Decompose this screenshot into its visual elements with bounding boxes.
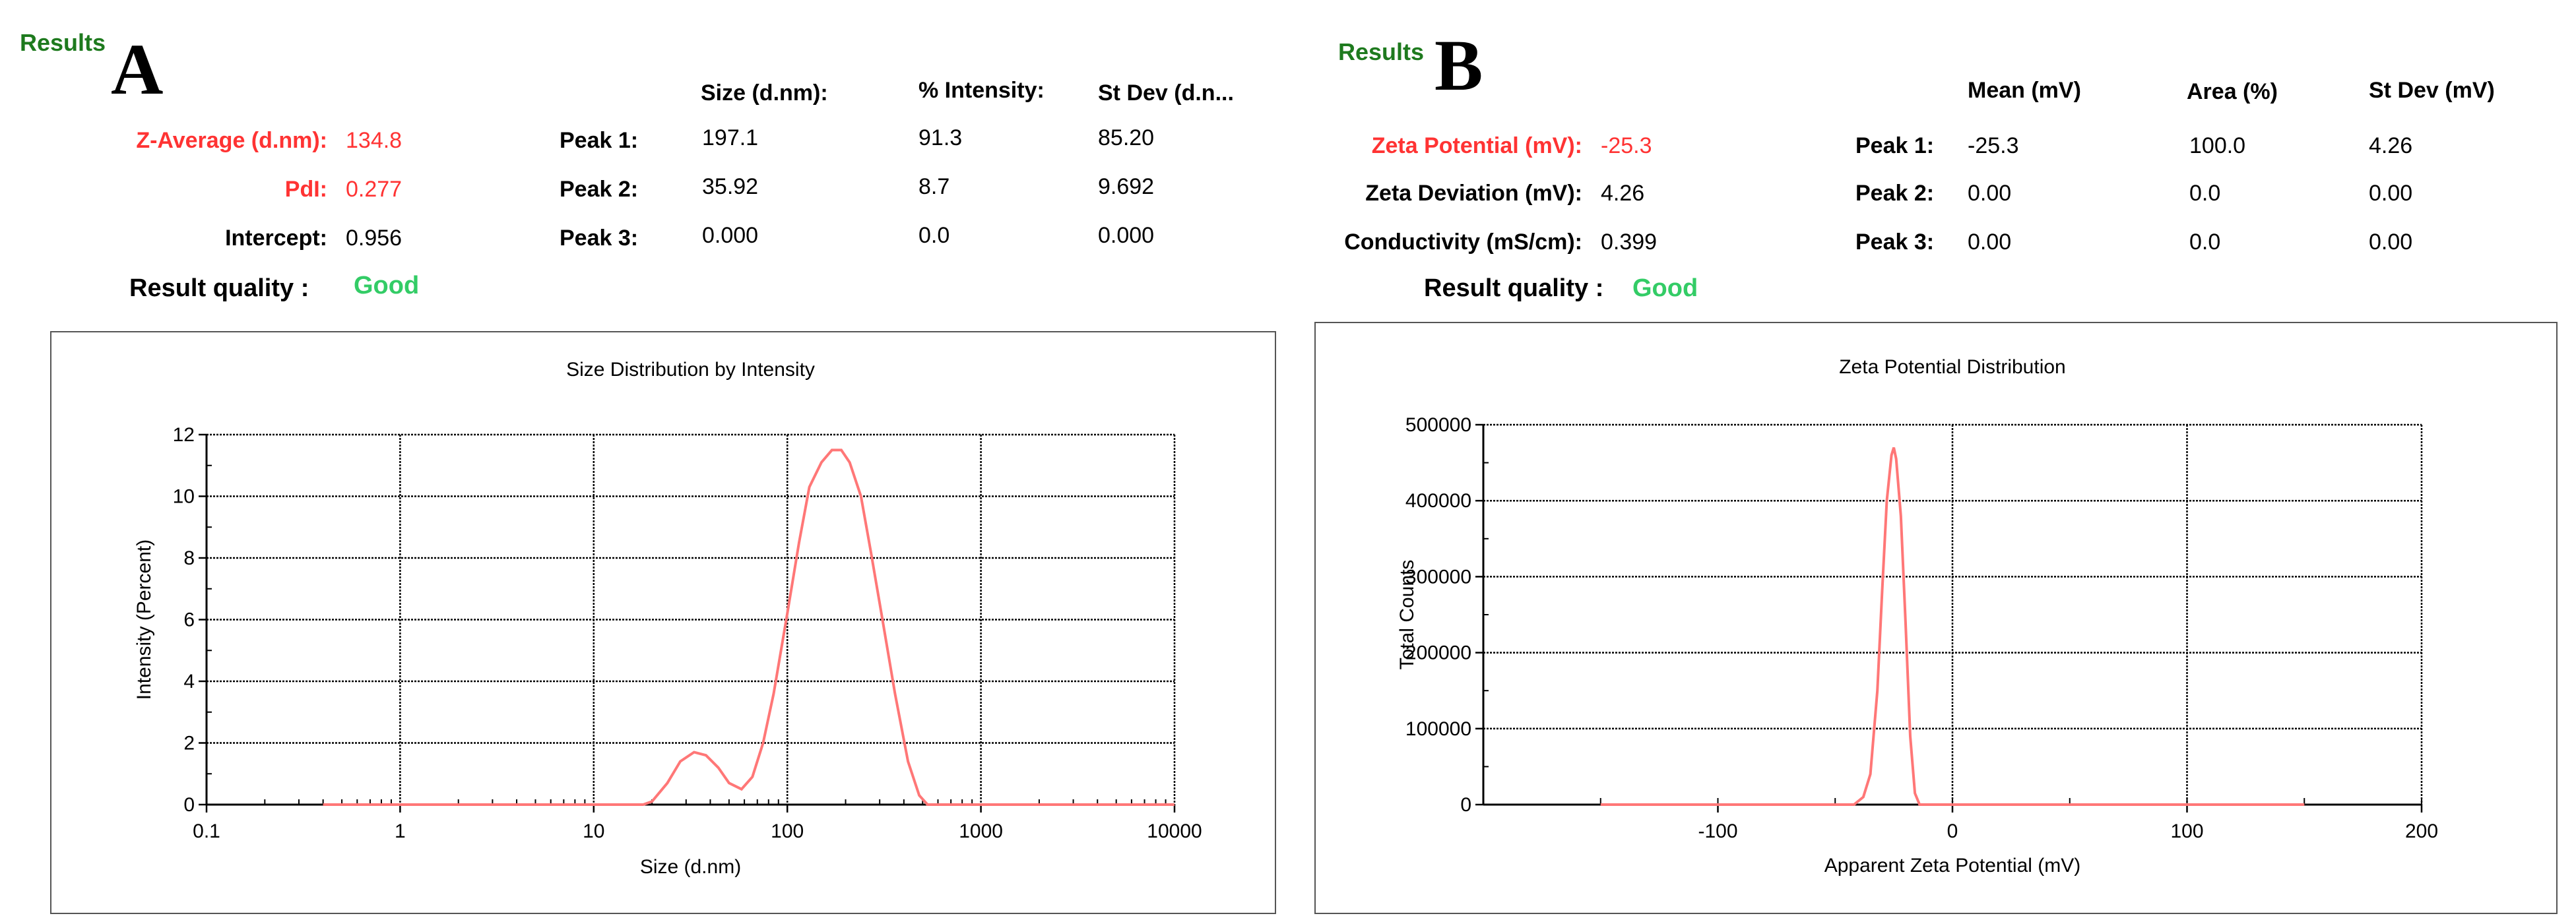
peak-2-area: 0.0: [2189, 181, 2221, 206]
results-title: Results: [20, 29, 106, 56]
panel-b: Results B Mean (mV) Area (%) St Dev (mV)…: [1288, 0, 2576, 922]
peak-2-mean: 0.00: [1968, 181, 2012, 206]
y-tick-label: 2: [183, 733, 195, 754]
peak-2-label: Peak 2:: [560, 177, 639, 202]
peak-1-area: 100.0: [2189, 133, 2246, 158]
x-axis-label: Size (d.nm): [640, 856, 741, 878]
peak-3-label: Peak 3:: [560, 226, 639, 251]
panel-letter: B: [1434, 25, 1483, 106]
peak-1-stdev: 85.20: [1098, 125, 1155, 150]
result-quality-label: Result quality :: [129, 274, 309, 302]
peak-3-label: Peak 3:: [1855, 230, 1935, 255]
y-tick-label: 200000: [1405, 642, 1471, 664]
peak-1-label: Peak 1:: [1855, 133, 1935, 158]
peak-1-label: Peak 1:: [560, 128, 639, 153]
y-axis-label: Total Counts: [1396, 560, 1418, 670]
y-tick-label: 0: [1460, 794, 1471, 816]
peak-1-mean: -25.3: [1968, 133, 2019, 158]
peak-3-stdev: 0.00: [2369, 230, 2413, 255]
results-title: Results: [1338, 38, 1425, 65]
header-stdev: St Dev (d.n...: [1098, 80, 1234, 106]
peak-3-stdev: 0.000: [1098, 223, 1155, 248]
peak-2-label: Peak 2:: [1855, 181, 1935, 206]
panel-letter: A: [111, 29, 164, 109]
chart-title: Zeta Potential Distribution: [1839, 356, 2066, 378]
conductivity-value: 0.399: [1601, 230, 1658, 255]
peak-2-stdev: 0.00: [2369, 181, 2413, 206]
zeta-distribution-chart-frame: Zeta Potential Distribution -100 0 100 200 0 1…: [1314, 322, 2558, 914]
peak-1-intensity: 91.3: [918, 125, 963, 150]
x-tick-label: 100: [2170, 820, 2203, 842]
intercept-label: Intercept:: [225, 226, 327, 251]
x-tick-label: 100: [771, 820, 804, 842]
panel-a: Results A Size (d.nm): % Intensity: St D…: [20, 29, 1276, 914]
zeta-distribution-chart: Zeta Potential Distribution -100 0 100 200 0 1…: [1396, 356, 2438, 876]
y-tick-label: 100000: [1405, 718, 1471, 740]
pdi-value: 0.277: [346, 177, 402, 202]
pdi-label: PdI:: [284, 177, 327, 202]
y-tick-label: 12: [173, 424, 195, 446]
y-tick-label: 4: [183, 671, 195, 692]
x-tick-label: 0.1: [193, 820, 220, 842]
peak-2-size: 35.92: [702, 174, 759, 199]
result-quality-value: Good: [1632, 274, 1698, 302]
z-average-value: 134.8: [346, 128, 402, 153]
peak-3-size: 0.000: [702, 223, 759, 248]
x-tick-label: 0: [1947, 820, 1958, 842]
header-size: Size (d.nm):: [701, 80, 828, 106]
z-average-label: Z-Average (d.nm):: [136, 128, 327, 153]
y-tick-label: 300000: [1405, 566, 1471, 588]
result-quality-label: Result quality :: [1424, 274, 1604, 302]
peak-1-stdev: 4.26: [2369, 133, 2413, 158]
x-tick-label: 10000: [1147, 820, 1202, 842]
intercept-value: 0.956: [346, 226, 402, 251]
series-line: [1600, 447, 2305, 806]
x-tick-label: 1000: [959, 820, 1003, 842]
y-axis-label: Intensity (Percent): [133, 539, 155, 700]
y-tick-label: 0: [183, 794, 195, 816]
peak-1-size: 197.1: [702, 125, 759, 150]
series-line: [323, 448, 1175, 806]
peak-2-stdev: 9.692: [1098, 174, 1155, 199]
peak-3-mean: 0.00: [1968, 230, 2012, 255]
header-stdev: St Dev (mV): [2369, 78, 2495, 103]
conductivity-label: Conductivity (mS/cm):: [1344, 230, 1582, 255]
x-tick-label: 10: [583, 820, 604, 842]
y-tick-label: 8: [183, 547, 195, 569]
size-distribution-chart-frame: Size Distribution by Intensity 0.1 1 10 100 1…: [50, 331, 1276, 914]
zeta-deviation-value: 4.26: [1601, 181, 1645, 206]
x-tick-label: 200: [2405, 820, 2438, 842]
peak-2-intensity: 8.7: [918, 174, 950, 199]
y-tick-label: 10: [173, 486, 195, 508]
x-tick-label: -100: [1698, 820, 1737, 842]
header-area: Area (%): [2187, 79, 2278, 104]
zeta-potential-label: Zeta Potential (mV):: [1371, 133, 1582, 158]
header-intensity: % Intensity:: [918, 78, 1045, 103]
zeta-deviation-label: Zeta Deviation (mV):: [1365, 181, 1582, 206]
peak-3-area: 0.0: [2189, 230, 2221, 255]
y-tick-label: 500000: [1405, 414, 1471, 436]
peak-3-intensity: 0.0: [918, 223, 950, 248]
y-tick-label: 400000: [1405, 490, 1471, 512]
x-tick-label: 1: [395, 820, 406, 842]
chart-title: Size Distribution by Intensity: [566, 359, 815, 381]
y-tick-label: 6: [183, 609, 195, 631]
x-axis-label: Apparent Zeta Potential (mV): [1824, 855, 2081, 876]
header-mean: Mean (mV): [1968, 78, 2081, 103]
result-quality-value: Good: [354, 272, 420, 299]
zeta-potential-value: -25.3: [1601, 133, 1652, 158]
